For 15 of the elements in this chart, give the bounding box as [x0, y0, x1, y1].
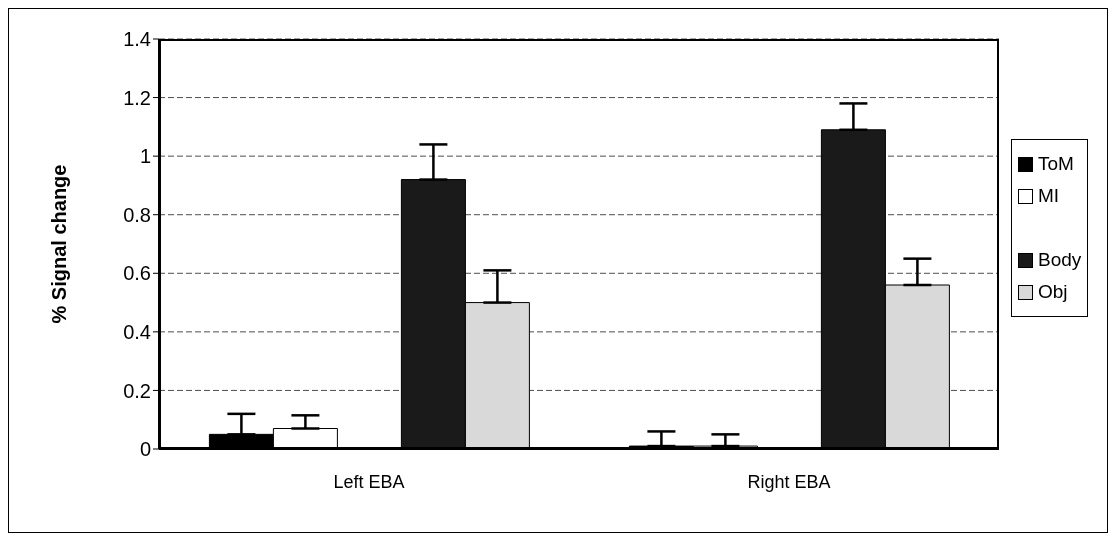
- x-tick-label: Left EBA: [333, 471, 405, 492]
- y-tick-label: 1.2: [123, 86, 151, 109]
- legend-label: ToM: [1038, 153, 1074, 175]
- legend-label: MI: [1038, 185, 1060, 207]
- y-tick-label: 0.2: [123, 379, 151, 402]
- y-tick-label: 1: [139, 145, 151, 168]
- y-tick-label: 1.4: [123, 28, 151, 51]
- y-axis-title: % Signal change: [48, 164, 71, 324]
- y-tick-label: 0: [139, 438, 151, 461]
- x-tick-label: Right EBA: [747, 471, 831, 492]
- legend-label: Body: [1038, 249, 1082, 271]
- legend-label: Obj: [1038, 281, 1068, 303]
- y-tick-label: 0.4: [123, 320, 151, 343]
- y-tick-label: 0.8: [123, 203, 151, 226]
- y-tick-label: 0.6: [123, 262, 151, 285]
